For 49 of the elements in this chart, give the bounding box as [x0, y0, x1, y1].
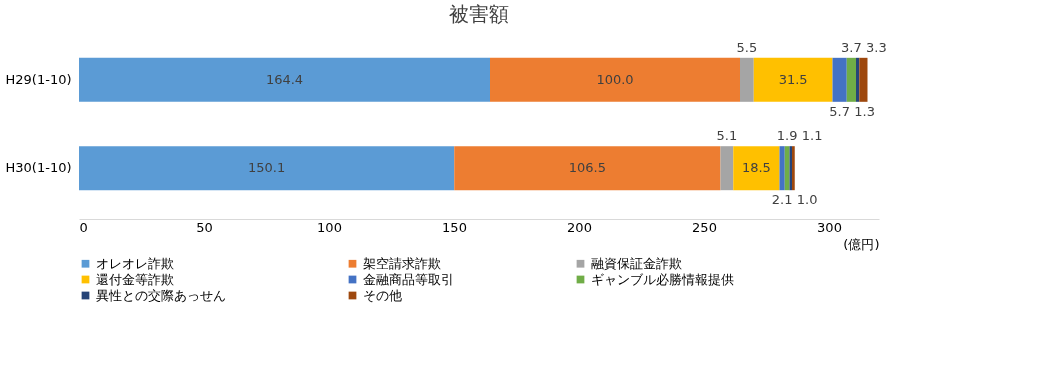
legend-label: 還付金等詐欺	[96, 271, 174, 287]
x-tick-label: 0	[79, 219, 88, 235]
bar	[832, 57, 847, 102]
chart-title: 被害額	[449, 2, 509, 26]
x-tick-label: 200	[567, 219, 592, 235]
legend-label: 金融商品等取引	[363, 271, 454, 287]
x-tick-label: 50	[196, 219, 213, 235]
bar	[79, 57, 490, 102]
y-tick-label: H29(1-10)	[5, 71, 72, 87]
data-label: 1.1	[801, 128, 823, 144]
bar	[490, 57, 740, 102]
bar	[859, 57, 868, 102]
data-label: 3.7	[841, 39, 862, 55]
y-tick-label: H30(1-10)	[5, 160, 72, 176]
bar	[79, 146, 455, 191]
x-tick-label: 150	[442, 219, 467, 235]
legend-label: ギャンブル必勝情報提供	[591, 271, 734, 287]
data-label: 150.1	[248, 160, 286, 176]
data-label: 164.4	[265, 71, 304, 87]
legend-label: 架空請求詐欺	[363, 255, 441, 271]
data-label: 5.5	[736, 39, 758, 55]
bar	[753, 57, 833, 102]
x-tick-label: 300	[817, 219, 842, 235]
bar	[733, 146, 780, 191]
legend-label: その他	[363, 287, 402, 303]
x-tick-label: 100	[317, 219, 342, 235]
bar	[856, 57, 860, 102]
data-label: 1.9	[776, 128, 798, 144]
data-label: 106.5	[568, 160, 606, 176]
data-label: 31.5	[778, 71, 808, 87]
data-label: 1.3	[854, 103, 875, 119]
data-label: 3.3	[866, 39, 887, 55]
data-label: 5.1	[716, 128, 738, 144]
data-label: 100.0	[596, 71, 634, 87]
legend-label: 異性との交際あっせん	[96, 287, 226, 303]
bar	[740, 57, 754, 102]
bar	[720, 146, 734, 191]
x-tick-label: 250	[692, 219, 717, 235]
legend-label: オレオレ詐欺	[96, 255, 174, 271]
bar	[779, 146, 785, 191]
bar	[454, 146, 721, 191]
data-label: 5.7	[829, 103, 850, 119]
bar	[846, 57, 856, 102]
bar	[784, 146, 790, 191]
legend-label: 融資保証金詐欺	[591, 255, 682, 271]
data-label: 18.5	[741, 160, 771, 176]
data-label: 1.0	[796, 192, 818, 208]
x-axis-title: (億円)	[843, 236, 880, 252]
data-label: 2.1	[771, 192, 793, 208]
